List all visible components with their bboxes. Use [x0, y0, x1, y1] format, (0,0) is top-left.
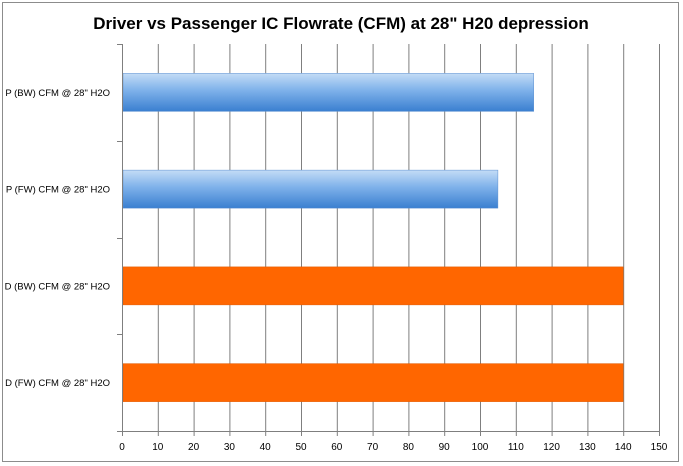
chart-title: Driver vs Passenger IC Flowrate (CFM) at…	[93, 14, 589, 33]
x-tick-label: 80	[403, 442, 415, 453]
category-label: D (FW) CFM @ 28" H2O	[5, 378, 110, 389]
bar	[122, 363, 624, 402]
x-tick-label: 70	[367, 442, 379, 453]
bar	[122, 73, 534, 112]
x-tick-label: 40	[260, 442, 272, 453]
x-tick-label: 50	[295, 442, 307, 453]
bar	[122, 169, 499, 209]
x-tick-label: 120	[543, 442, 560, 453]
category-label: P (FW) CFM @ 28" H2O	[6, 185, 110, 196]
x-tick-labels: 0 10 20 30 40 50 60 70 80 90 100 110 120 130 140 150	[119, 442, 668, 453]
x-tick-label: 130	[579, 442, 596, 453]
bar	[122, 266, 624, 306]
x-tick-label: 30	[224, 442, 236, 453]
x-tick-label: 0	[119, 442, 125, 453]
x-tick-label: 140	[615, 442, 632, 453]
bars	[122, 73, 624, 402]
category-label: D (BW) CFM @ 28" H2O	[5, 281, 110, 292]
axes	[117, 44, 660, 436]
x-tick-label: 150	[651, 442, 668, 453]
x-tick-label: 110	[508, 442, 524, 453]
category-label: P (BW) CFM @ 28" H2O	[5, 88, 110, 99]
x-tick-label: 60	[331, 442, 343, 453]
x-tick-label: 10	[152, 442, 164, 453]
x-tick-label: 20	[188, 442, 200, 453]
category-labels: P (BW) CFM @ 28" H2O P (FW) CFM @ 28" H2O…	[5, 88, 110, 389]
x-tick-label: 90	[439, 442, 451, 453]
x-tick-label: 100	[472, 442, 489, 453]
